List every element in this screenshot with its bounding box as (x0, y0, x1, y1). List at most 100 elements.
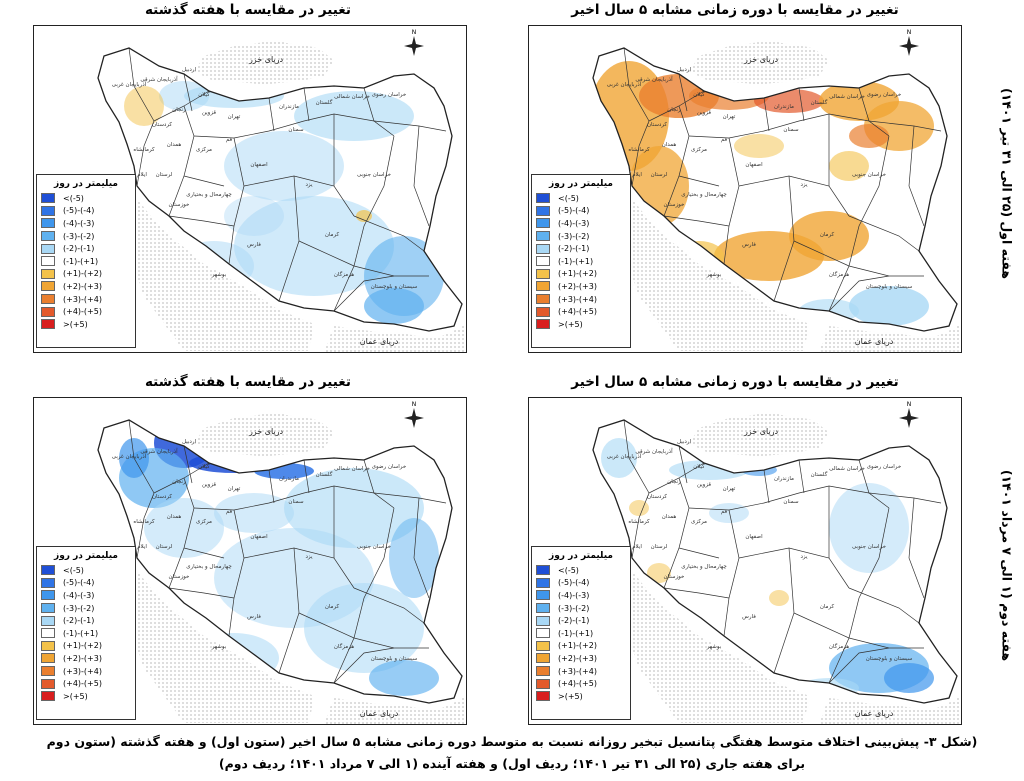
province-border (168, 587, 235, 599)
province-label: فارس (247, 614, 261, 620)
legend-item: (-1)-(+1) (532, 255, 630, 268)
province-label: لرستان (651, 544, 668, 550)
legend-label: (-1)-(+1) (558, 256, 594, 266)
province-label: کرمان (820, 231, 835, 238)
figure-caption-line2: برای هفته جاری (۲۵ الی ۳۱ تیر ۱۴۰۱؛ ردیف… (218, 756, 806, 771)
province-label: مرکزی (196, 146, 212, 153)
panel-title-bottom-left: تغییر در مقایسه با هفته گذشته (145, 374, 351, 390)
province-border (228, 509, 245, 637)
province-border (798, 459, 805, 494)
sea-of-oman (324, 324, 466, 352)
province-label: فارس (247, 242, 261, 248)
province-label: خوزستان (664, 202, 685, 208)
province-border (298, 612, 429, 649)
legend-item: (+1)-(+2) (532, 268, 630, 281)
oman-label: دریای عمان (855, 337, 894, 346)
legend-label: (-4)-(-3) (558, 590, 590, 600)
province-label: همدان (167, 514, 182, 520)
province-label: گیلان (693, 463, 705, 470)
province-label: ایلام (632, 544, 642, 550)
province-label: اصفهان (745, 534, 763, 540)
legend-title: میلیمتر در روز (54, 551, 118, 561)
caspian-label: دریای خزر (743, 427, 779, 436)
legend-item: (-3)-(-2) (532, 230, 630, 243)
legend-label: (+4)-(+5) (63, 307, 102, 317)
province-label: مرکزی (691, 518, 707, 525)
province-border (183, 73, 193, 112)
anomaly-patch (234, 196, 394, 296)
legend-swatch (41, 268, 55, 279)
legend-item: (-3)-(-2) (532, 602, 630, 615)
province-border (763, 97, 770, 132)
legend-item: (-5)-(-4) (37, 577, 135, 590)
anomaly-patch (789, 211, 869, 261)
province-border (631, 492, 650, 559)
province-border (228, 137, 245, 265)
legend-label: (+1)-(+2) (63, 269, 102, 279)
province-label: سمنان (288, 499, 304, 505)
province-border (303, 87, 310, 122)
anomaly-patch (647, 563, 671, 583)
legend-swatch (536, 319, 550, 330)
anomaly-patch (884, 663, 934, 693)
legend-label: (-3)-(-2) (558, 231, 590, 241)
province-label: بوشهر (211, 272, 227, 278)
province-label: آذربایجان غربی (112, 81, 147, 88)
province-label: کرمانشاه (628, 146, 650, 153)
province-label: چهارمحال و بختیاری (186, 192, 232, 198)
province-label: اردبیل (677, 439, 691, 445)
province-border (663, 215, 730, 227)
legend-item: (-1)-(+1) (532, 627, 630, 640)
province-border (848, 587, 920, 624)
legend-item: (-2)-(-1) (532, 242, 630, 255)
sea-of-oman (324, 696, 466, 724)
province-label: کرمان (325, 603, 340, 610)
panel-title-top-right: تغییر در مقایسه با دوره زمانی مشابه ۵ سا… (571, 2, 899, 18)
legend-swatch (41, 319, 55, 330)
province-label: خراسان جنوبی (357, 544, 391, 550)
province-label: ایلام (632, 172, 642, 178)
legend-label: <(-5) (558, 193, 579, 203)
oman-label: دریای عمان (360, 337, 399, 346)
country-border (97, 47, 463, 332)
province-border (353, 215, 425, 252)
province-label: همدان (662, 142, 677, 148)
province-border (193, 485, 335, 511)
province-border (678, 175, 720, 187)
legend-swatch (536, 268, 550, 279)
province-label: آذربایجان شرقی (140, 448, 178, 455)
province-border (828, 113, 942, 132)
province-label: زنجان (172, 107, 186, 113)
persian-gulf (617, 568, 809, 723)
anomaly-patch (124, 86, 164, 126)
province-border (723, 509, 740, 637)
province-label: یزد (305, 554, 312, 560)
province-border (168, 105, 195, 217)
legend-swatch (41, 205, 55, 216)
province-label: کرمان (820, 603, 835, 610)
legend-label: (-4)-(-3) (63, 590, 95, 600)
province-label: اصفهان (250, 534, 268, 540)
legend-item: (+2)-(+3) (532, 280, 630, 293)
anomaly-patch (284, 468, 424, 548)
province-border (353, 587, 425, 624)
province-label: گلستان (316, 99, 333, 106)
caspian-sea (689, 41, 829, 84)
province-border (678, 73, 688, 112)
province-border (738, 547, 850, 589)
province-label: خراسان رضوی (372, 464, 407, 470)
anomaly-patch (829, 151, 869, 181)
legend-label: (+3)-(+4) (558, 294, 597, 304)
sea-of-oman (819, 324, 961, 352)
province-border (663, 587, 730, 599)
province-label: زنجان (667, 479, 681, 485)
anomaly-patch (159, 81, 209, 111)
province-label: خوزستان (169, 574, 190, 580)
province-label: گلستان (811, 471, 828, 478)
anomaly-patch (849, 286, 929, 326)
province-label: آذربایجان غربی (112, 453, 147, 460)
legend-swatch (41, 653, 55, 664)
province-border (128, 419, 155, 494)
province-label: تهران (723, 486, 736, 492)
